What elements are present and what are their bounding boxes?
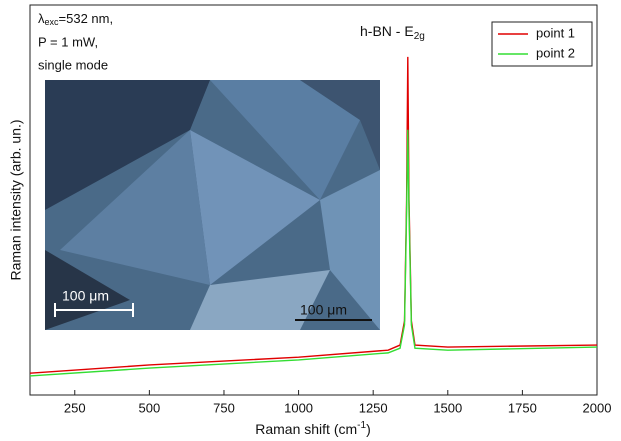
condition-rest: =532 nm, <box>59 11 114 26</box>
x-axis-label: Raman shift (cm-1) <box>255 420 371 437</box>
condition: P = 1 mW, <box>38 34 98 49</box>
x-tick-label: 250 <box>64 400 86 415</box>
annotation-main: h-BN - E <box>360 23 414 39</box>
chart: 100 μm 100 μm λexc=532 nm, P = 1 mW, sin… <box>0 0 621 441</box>
x-tick-label: 1750 <box>508 400 537 415</box>
x-tick-label: 2000 <box>583 400 612 415</box>
annotation: h-BN - E2g <box>360 23 425 42</box>
x-tick-label: 1000 <box>284 400 313 415</box>
legend-label: point 2 <box>536 45 575 60</box>
condition-sub: exc <box>45 17 60 27</box>
scale-bar-label: 100 μm <box>300 302 347 318</box>
x-label-end: ) <box>366 421 371 437</box>
x-tick-label: 1500 <box>433 400 462 415</box>
y-axis-label: Raman intensity (arb. un.) <box>8 119 24 280</box>
x-label-main: Raman shift (cm <box>255 421 357 437</box>
x-tick-label: 750 <box>213 400 235 415</box>
annotation-sub: 2g <box>414 31 425 42</box>
scale-bar-label: 100 μm <box>62 288 109 304</box>
page: {"chart_data": { "type": "line", "annota… <box>0 0 621 441</box>
x-tick-label: 1250 <box>359 400 388 415</box>
x-tick-label: 500 <box>139 400 161 415</box>
condition: λexc=532 nm, <box>38 11 113 27</box>
legend-label: point 1 <box>536 25 575 40</box>
condition: single mode <box>38 57 108 72</box>
